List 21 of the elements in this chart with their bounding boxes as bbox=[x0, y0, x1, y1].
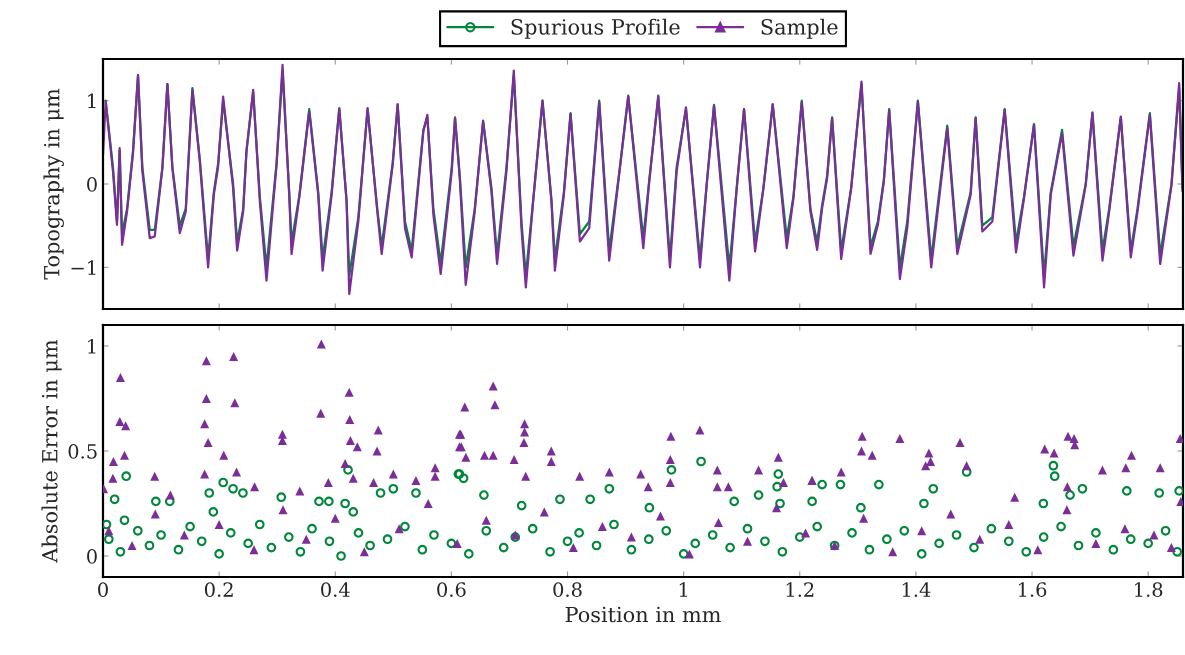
x-axis-title: Position in mm bbox=[565, 606, 721, 623]
x-tick-label: 0.2 bbox=[204, 582, 233, 597]
y-axis-title: Absolute Error in μm bbox=[41, 339, 62, 563]
x-tick-label: 0.4 bbox=[321, 582, 350, 597]
y-tick-label: 0 bbox=[87, 548, 97, 564]
x-tick-label: 0 bbox=[98, 582, 108, 597]
x-tick-label: 0.6 bbox=[437, 582, 466, 597]
y-tick-label: 0 bbox=[87, 176, 97, 192]
x-tick-label: 1 bbox=[679, 582, 688, 597]
x-tick-label: 1.8 bbox=[1135, 582, 1163, 597]
y-tick-label: 0.5 bbox=[68, 443, 97, 459]
x-tick-label: 1.6 bbox=[1018, 582, 1047, 597]
y-tick-label: 1 bbox=[88, 338, 96, 354]
y-axis-title: Topography in μm bbox=[43, 88, 64, 280]
y-tick-label: 1 bbox=[88, 93, 96, 109]
x-tick-label: 0.8 bbox=[553, 582, 582, 597]
x-tick-label: 1.2 bbox=[786, 582, 814, 597]
legend-label: Sample bbox=[761, 18, 838, 39]
x-tick-label: 1.4 bbox=[902, 582, 931, 597]
y-tick-label: −1 bbox=[71, 260, 96, 275]
legend-label: Spurious Profile bbox=[511, 18, 680, 39]
